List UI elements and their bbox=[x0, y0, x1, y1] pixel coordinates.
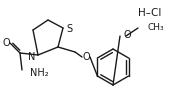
Text: S: S bbox=[66, 24, 72, 34]
Text: NH₂: NH₂ bbox=[30, 68, 49, 78]
Text: O: O bbox=[82, 52, 90, 62]
Text: O: O bbox=[123, 30, 131, 40]
Text: H–Cl: H–Cl bbox=[138, 8, 162, 18]
Text: CH₃: CH₃ bbox=[147, 23, 164, 32]
Text: N: N bbox=[28, 52, 36, 62]
Text: O: O bbox=[2, 38, 10, 48]
